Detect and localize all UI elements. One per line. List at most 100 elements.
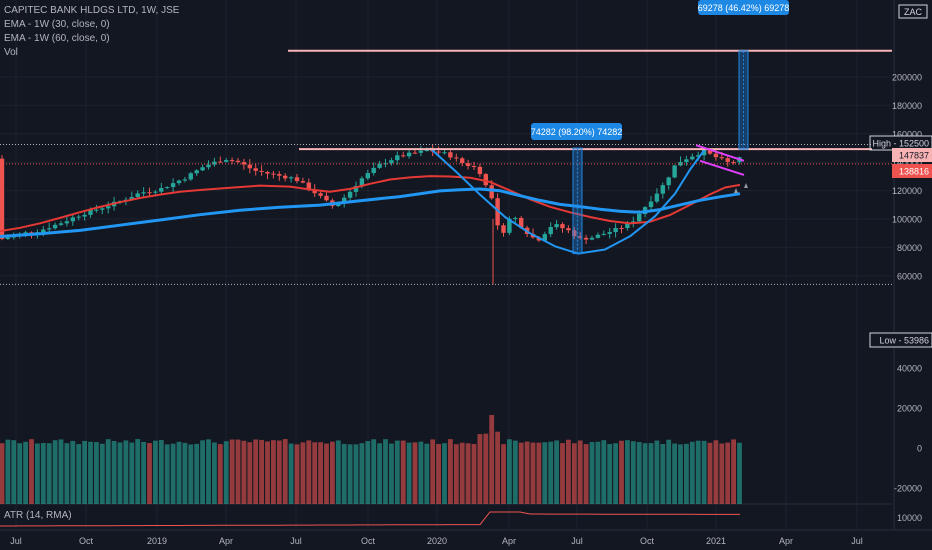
volume-bar <box>312 442 318 504</box>
volume-bar <box>141 441 146 504</box>
volume-bar <box>70 440 76 504</box>
candle <box>583 234 589 245</box>
currency-label: ZAC <box>904 7 923 17</box>
volume-bar <box>64 443 70 504</box>
volume-bar <box>566 439 571 504</box>
volume-bar <box>453 444 459 504</box>
volume-bar <box>601 440 607 504</box>
candle <box>401 151 406 158</box>
candle-body <box>347 191 353 198</box>
low-marker-box <box>872 333 932 347</box>
candle <box>595 232 601 239</box>
candle <box>135 190 140 199</box>
volume-bar <box>259 439 264 504</box>
volume-bar <box>577 440 583 504</box>
candle <box>377 160 382 170</box>
candle-body <box>625 223 630 229</box>
volume-bar <box>412 442 418 504</box>
volume-bar <box>194 443 200 504</box>
candle <box>383 158 388 168</box>
candle-body <box>713 153 719 158</box>
volume-bar <box>206 439 211 504</box>
candle <box>82 212 87 221</box>
candle <box>648 195 654 211</box>
candle <box>70 214 75 226</box>
legend-ema30: EMA - 1W (30, close, 0) <box>4 19 110 30</box>
volume-bar <box>377 443 382 504</box>
candle-body <box>153 191 158 193</box>
candle-body <box>454 157 459 159</box>
candle-body <box>200 167 205 171</box>
volume-bar <box>394 440 400 504</box>
candle-body <box>719 157 724 159</box>
candle <box>235 157 241 164</box>
candle <box>318 191 323 199</box>
volume-bar <box>725 442 731 504</box>
candle-body <box>212 161 217 165</box>
candle-body <box>572 230 577 237</box>
measure-label-box <box>698 0 789 15</box>
candle <box>660 182 665 199</box>
candle <box>300 177 306 184</box>
candle-body <box>23 232 28 234</box>
candle-body <box>88 209 93 215</box>
volume-bar <box>689 441 695 504</box>
volume-bar <box>713 440 719 504</box>
candle <box>283 173 288 182</box>
candle-body <box>129 197 134 200</box>
candle-body <box>224 160 229 162</box>
volume-bar <box>554 440 559 504</box>
volume-bar <box>678 444 683 504</box>
atr-label: ATR (14, RMA) <box>4 510 72 521</box>
volume-bar <box>383 439 388 504</box>
volume-bar <box>512 440 518 504</box>
candle-body <box>489 185 494 199</box>
candle <box>731 160 736 165</box>
volume-bar <box>223 441 229 504</box>
candle <box>165 186 170 190</box>
candle-body <box>637 213 642 222</box>
chart-legend: CAPITEC BANK HLDGS LTD, 1W, JSE EMA - 1W… <box>4 4 179 60</box>
volume-bar <box>241 440 247 504</box>
candle-body <box>353 185 359 192</box>
candle-body <box>70 217 75 222</box>
time-tick-label: Oct <box>79 536 94 546</box>
volume-bar <box>571 443 577 504</box>
volume-bar <box>707 442 713 504</box>
volume-bar <box>212 442 217 504</box>
candle-body <box>188 173 193 180</box>
low-marker: Low - 53986 <box>879 336 929 346</box>
channel-upper <box>695 144 745 162</box>
volume-bar <box>501 444 506 504</box>
candle-body <box>548 227 553 235</box>
candle-body <box>371 167 376 174</box>
candle <box>277 171 282 181</box>
candle-body <box>672 165 677 178</box>
candle <box>247 159 252 174</box>
volume-bar <box>235 439 241 504</box>
candle-body <box>436 151 441 153</box>
volume-bar <box>247 442 253 504</box>
candle-body <box>395 155 400 161</box>
candle-body <box>460 158 465 164</box>
volume-bar <box>595 441 601 504</box>
volume-bar <box>294 444 300 504</box>
candle-body <box>147 192 152 194</box>
candle <box>253 164 258 176</box>
volume-bar <box>182 442 188 504</box>
candle-body <box>253 168 258 171</box>
volume-bar <box>111 440 117 504</box>
candle-body <box>589 237 595 240</box>
candle <box>460 156 465 167</box>
candle-body <box>64 221 70 224</box>
candle-body <box>619 227 624 229</box>
candle-body <box>159 188 164 192</box>
volume-bar <box>35 443 40 504</box>
volume-bar <box>530 442 536 504</box>
volume-bar <box>82 440 87 504</box>
candle <box>212 157 217 167</box>
volume-bar <box>365 441 371 504</box>
candle-body <box>170 183 176 188</box>
volume-bar <box>418 441 424 504</box>
